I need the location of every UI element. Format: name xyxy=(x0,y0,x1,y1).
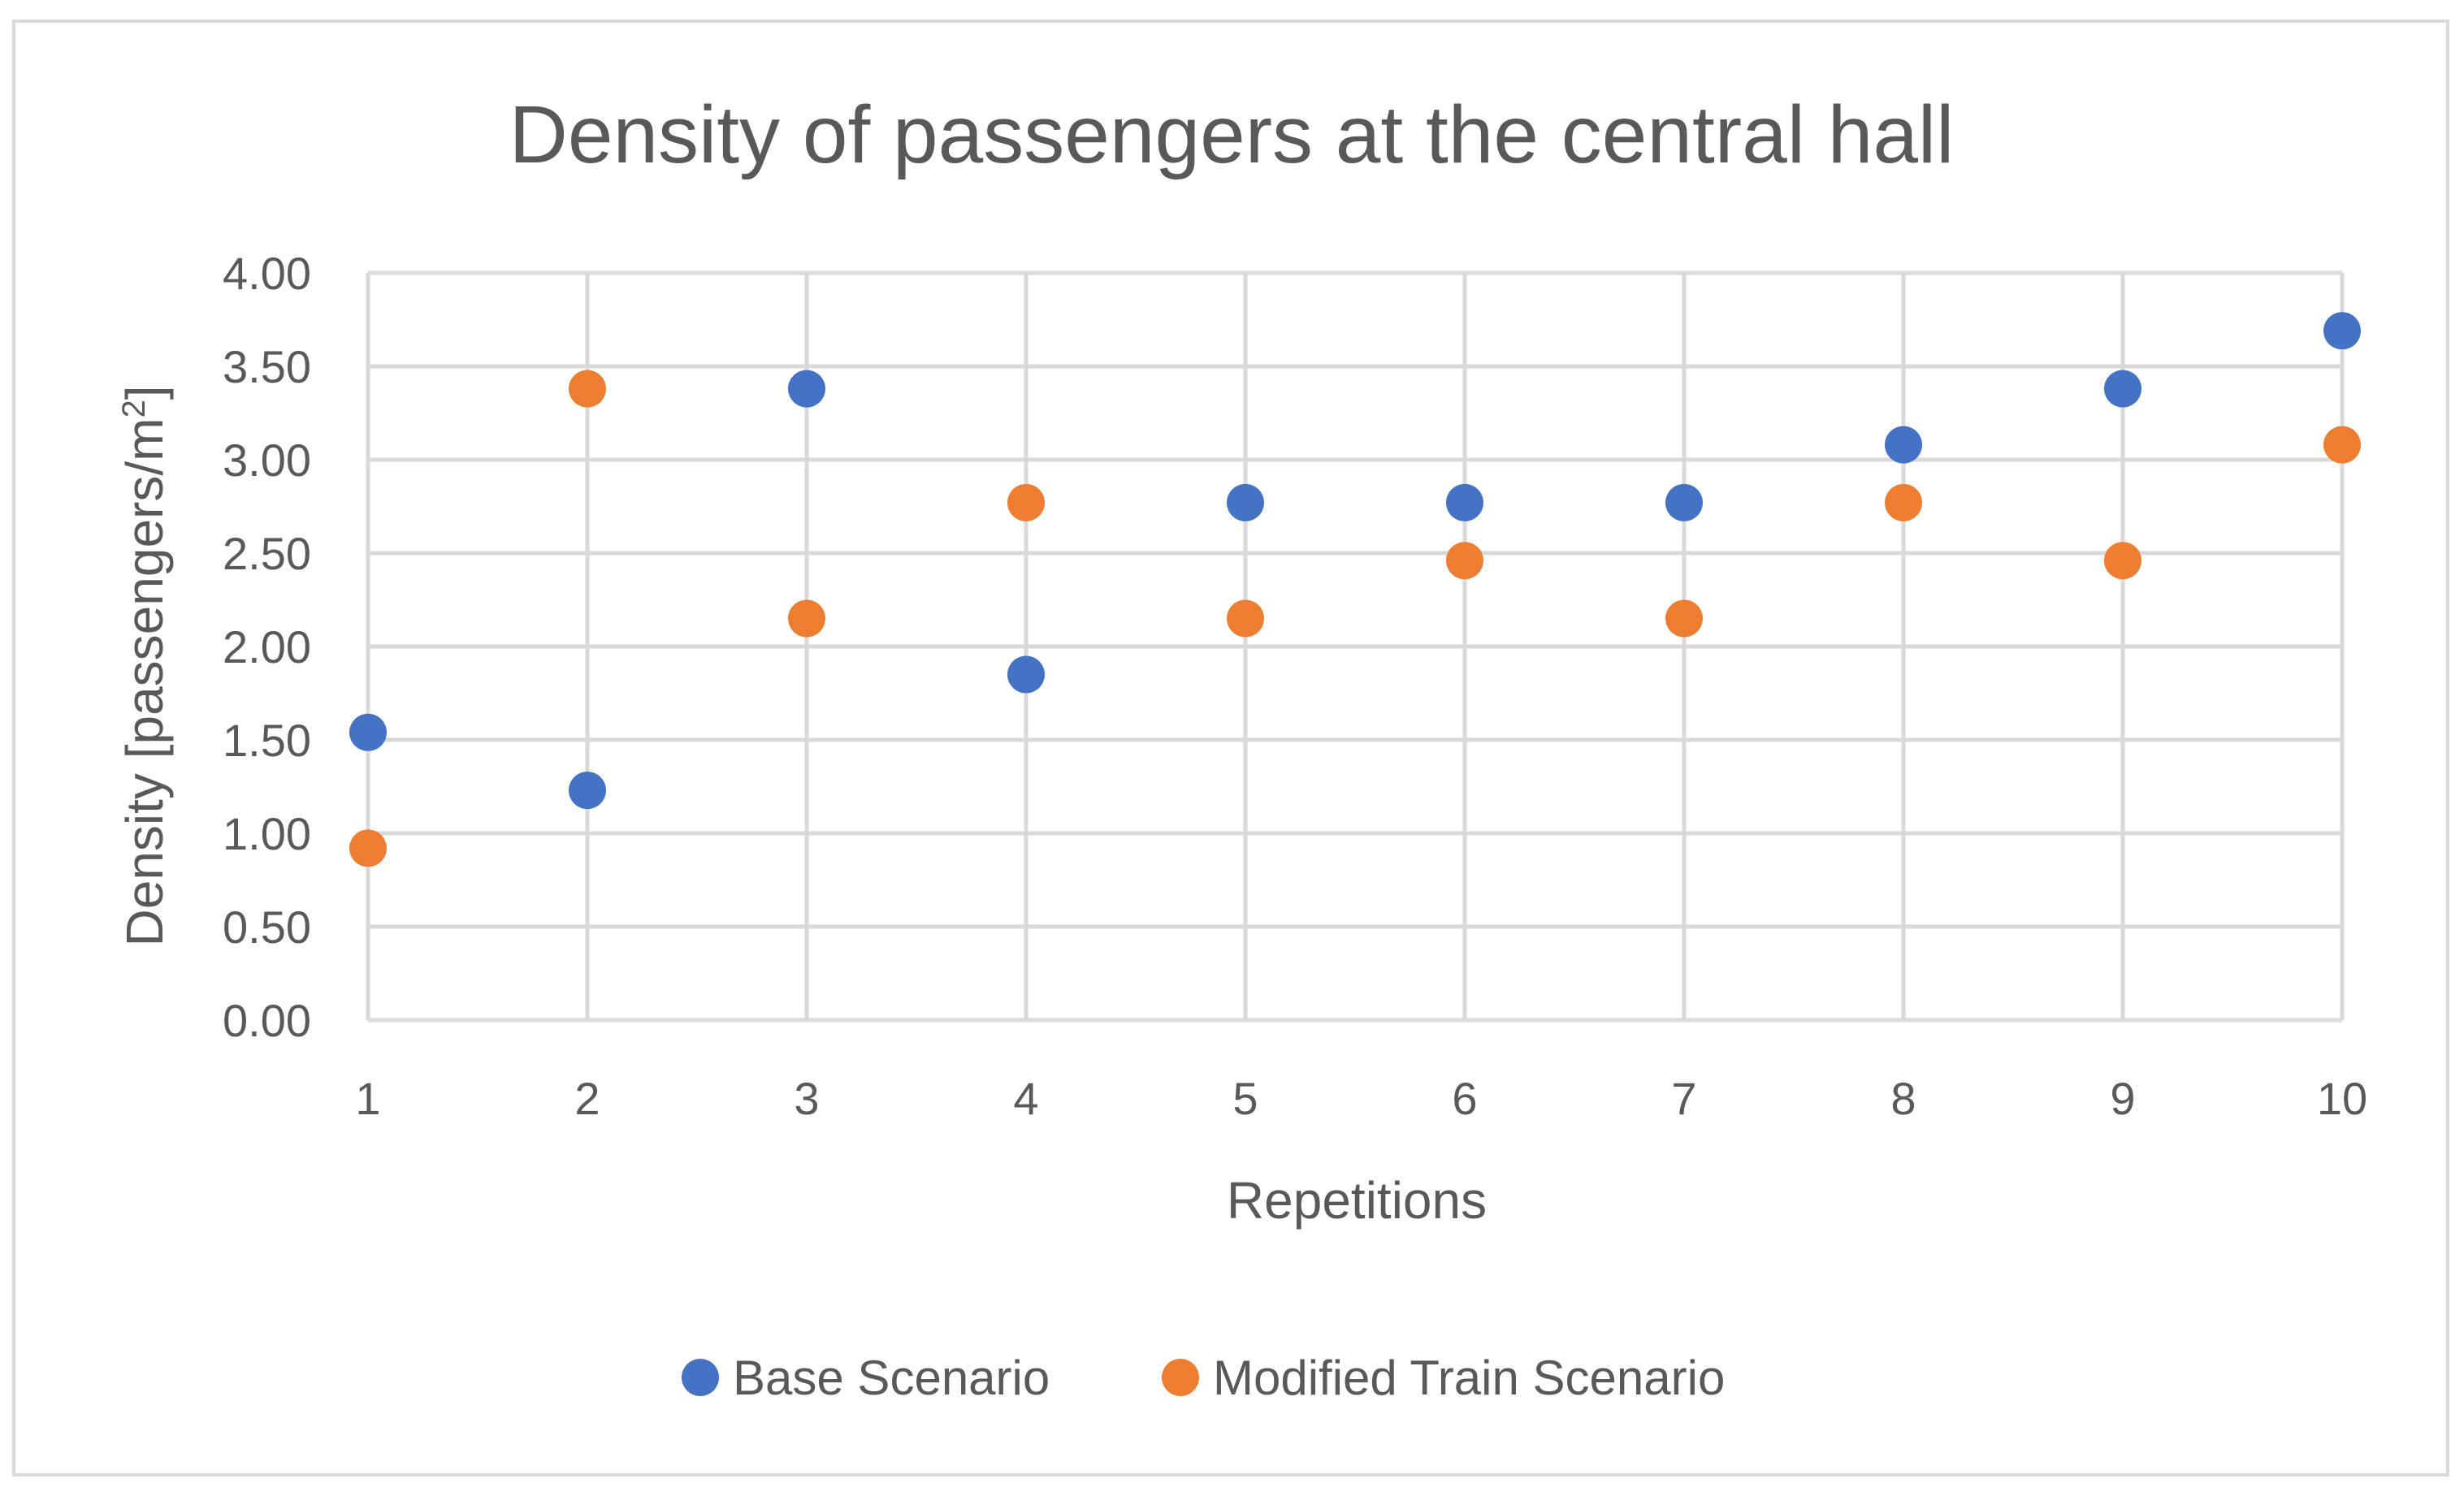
y-axis-tick-labels: 0.00 0.50 1.00 1.50 2.00 2.50 3.00 3.50 4.00 xyxy=(223,248,311,1046)
x-axis-tick-labels: 1 2 3 4 5 6 7 8 9 10 xyxy=(355,1073,2367,1124)
base-scenario-point xyxy=(2104,370,2141,408)
base-scenario-point xyxy=(1446,483,1483,521)
chart-title: Density of passengers at the central hal… xyxy=(509,89,1955,180)
modified-train-scenario-point xyxy=(2104,542,2141,580)
base-scenario-point xyxy=(1227,483,1264,521)
y-tick-label: 0.50 xyxy=(223,901,311,953)
base-scenario-point xyxy=(569,772,606,810)
x-tick-label: 5 xyxy=(1232,1073,1258,1124)
legend-marker-modified-train-scenario xyxy=(1162,1359,1199,1396)
base-scenario-point xyxy=(788,370,825,408)
base-scenario-point xyxy=(1007,655,1045,694)
y-axis-title-suffix: ] xyxy=(115,386,174,400)
x-tick-label: 3 xyxy=(794,1073,819,1124)
x-tick-label: 2 xyxy=(574,1073,600,1124)
y-axis-title: Density [passengers/m2] xyxy=(115,386,174,947)
x-tick-label: 10 xyxy=(2317,1073,2367,1124)
x-tick-label: 8 xyxy=(1890,1073,1916,1124)
data-points xyxy=(349,312,2361,867)
modified-train-scenario-point xyxy=(1885,483,1922,521)
y-axis-title-main: Density [passengers/m xyxy=(115,418,174,947)
modified-train-scenario-point xyxy=(1227,599,1264,638)
y-tick-label: 4.00 xyxy=(223,248,311,299)
x-tick-label: 6 xyxy=(1452,1073,1477,1124)
base-scenario-point xyxy=(349,713,387,751)
y-tick-label: 1.00 xyxy=(223,808,311,859)
legend-label-modified-train-scenario: Modified Train Scenario xyxy=(1213,1351,1725,1405)
modified-train-scenario-point xyxy=(1665,599,1703,638)
modified-train-scenario-point xyxy=(2323,426,2361,464)
y-tick-label: 0.00 xyxy=(223,995,311,1046)
x-tick-label: 4 xyxy=(1013,1073,1038,1124)
modified-train-scenario-point xyxy=(1007,483,1045,521)
chart-border xyxy=(12,19,2449,1477)
modified-train-scenario-point xyxy=(788,599,825,638)
modified-train-scenario-point xyxy=(349,829,387,867)
y-tick-label: 2.00 xyxy=(223,621,311,672)
base-scenario-point xyxy=(1665,483,1703,521)
legend-label-base-scenario: Base Scenario xyxy=(733,1351,1050,1405)
base-scenario-point xyxy=(1885,426,1922,464)
modified-train-scenario-point xyxy=(1446,542,1483,580)
legend-marker-base-scenario xyxy=(682,1359,719,1396)
x-axis-title: Repetitions xyxy=(1227,1171,1487,1230)
base-scenario-point xyxy=(2323,312,2361,350)
y-tick-label: 2.50 xyxy=(223,528,311,579)
y-tick-label: 3.00 xyxy=(223,435,311,486)
legend: Base Scenario Modified Train Scenario xyxy=(682,1351,1725,1405)
x-tick-label: 7 xyxy=(1671,1073,1696,1124)
y-axis-title-superscript: 2 xyxy=(116,400,152,417)
x-tick-label: 9 xyxy=(2110,1073,2135,1124)
x-tick-label: 1 xyxy=(355,1073,380,1124)
y-tick-label: 1.50 xyxy=(223,715,311,766)
y-tick-label: 3.50 xyxy=(223,341,311,392)
modified-train-scenario-point xyxy=(569,370,606,408)
